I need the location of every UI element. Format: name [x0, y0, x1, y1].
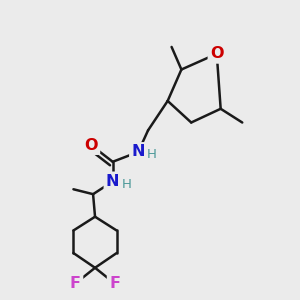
Text: H: H: [122, 178, 131, 191]
Text: F: F: [70, 276, 81, 291]
Text: O: O: [84, 138, 98, 153]
Text: N: N: [106, 174, 119, 189]
Text: H: H: [147, 148, 157, 161]
Text: N: N: [131, 145, 145, 160]
Text: F: F: [109, 276, 120, 291]
Text: O: O: [210, 46, 224, 61]
